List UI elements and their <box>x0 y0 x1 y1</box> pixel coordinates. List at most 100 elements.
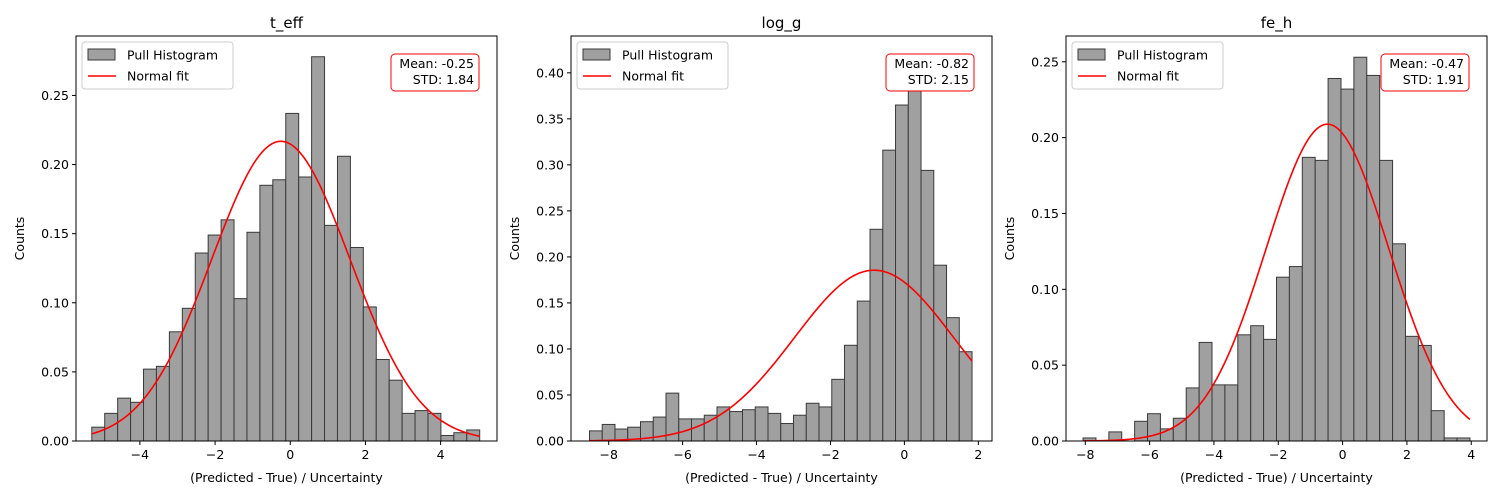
histogram-bar <box>1250 325 1265 441</box>
stats-std: STD: 2.15 <box>908 72 969 87</box>
histogram-bar <box>1224 384 1239 441</box>
plot-area <box>588 72 973 441</box>
plot-area <box>91 56 481 441</box>
histogram-bar <box>246 231 261 441</box>
x-tick-label: 0 <box>1339 447 1347 462</box>
histogram-bar <box>1417 344 1432 441</box>
histogram-bar <box>440 434 455 441</box>
histogram-bar <box>285 112 300 441</box>
y-tick-label: 0.15 <box>536 295 564 310</box>
histogram-bar <box>207 234 222 441</box>
x-tick-label: −8 <box>599 447 617 462</box>
stats-box-frame <box>390 53 480 92</box>
normal-fit-line <box>589 269 973 441</box>
legend-box <box>1071 41 1224 90</box>
chart-panel-fe-h: −8 −6 −4 −2 0 2 4 0.00 0.05 0.10 0.15 0.20 0.25 fe_h (… <box>1002 14 1488 485</box>
chart-title: log_g <box>762 14 802 33</box>
histogram-bar <box>856 300 871 441</box>
histogram-bar <box>958 351 973 441</box>
histogram-bar <box>1172 417 1187 441</box>
histogram-bar <box>869 228 884 441</box>
y-tick-label: 0.25 <box>41 88 69 103</box>
chart-title: t_eff <box>270 14 304 33</box>
histogram-bar <box>844 344 858 441</box>
y-tick-label: 0.30 <box>536 157 564 172</box>
x-tick-label: 0 <box>900 447 908 462</box>
y-tick-label: 0.25 <box>536 203 564 218</box>
histogram-bar <box>1237 334 1252 441</box>
chart-panel-log-g: −8 −6 −4 −2 0 2 0.00 0.05 0.10 0.15 0.20 0.25 0.30 0.… <box>507 14 993 485</box>
histogram-bar <box>427 412 442 441</box>
legend-label-histogram: Pull Histogram <box>127 48 218 63</box>
histogram-bar <box>453 432 468 441</box>
x-tick-label: −6 <box>673 447 691 462</box>
histogram-bar <box>1327 77 1342 441</box>
legend-label-normal-fit: Normal fit <box>1117 69 1179 84</box>
histogram-bar <box>1288 266 1303 441</box>
histogram-bar <box>117 397 132 441</box>
histogram-bar <box>601 423 616 441</box>
histogram-bar <box>104 412 119 441</box>
x-tick-label: −4 <box>131 447 149 462</box>
legend: Pull Histogram Normal fit <box>576 41 729 90</box>
y-tick-label: 0.35 <box>536 111 564 126</box>
x-axis-label: (Predicted - True) / Uncertainty <box>190 470 383 485</box>
stats-std: STD: 1.84 <box>413 72 474 87</box>
histogram-bar <box>298 176 313 441</box>
y-tick-label: 0.00 <box>536 434 564 449</box>
x-tick-label: −2 <box>206 447 224 462</box>
histogram-bar <box>767 412 782 441</box>
stats-mean: Mean: -0.82 <box>894 56 969 71</box>
histogram-bar <box>1379 159 1394 441</box>
histogram-bar <box>588 430 603 441</box>
histogram-bar <box>1301 156 1316 441</box>
chart-panel-t-eff: −4 −2 0 2 4 0.00 0.05 0.10 0.15 0.20 0.25 t_eff (Pre… <box>12 14 498 485</box>
legend: Pull Histogram Normal fit <box>81 41 234 90</box>
histogram-bar <box>1430 410 1445 441</box>
axes-frame <box>570 35 993 442</box>
stats-mean: Mean: -0.47 <box>1389 56 1464 71</box>
x-tick-label: −2 <box>1269 447 1287 462</box>
x-tick-label: 4 <box>1467 447 1475 462</box>
stats-box-frame <box>1380 53 1470 92</box>
histogram-bar <box>703 414 718 441</box>
x-axis-label: (Predicted - True) / Uncertainty <box>1180 470 1373 485</box>
y-tick-label: 0.20 <box>1031 130 1059 145</box>
histogram-bar <box>793 414 807 441</box>
x-tick-label: 0 <box>286 447 294 462</box>
legend-label-normal-fit: Normal fit <box>127 69 189 84</box>
histogram-bar <box>375 358 390 441</box>
histogram-bar <box>220 219 235 441</box>
histogram-bar <box>907 72 922 441</box>
histogram-bar <box>882 149 897 441</box>
plot-area <box>1082 56 1471 441</box>
normal-fit-line <box>1083 123 1471 441</box>
histogram-bar <box>1276 276 1290 441</box>
normal-fit-line <box>91 140 480 437</box>
histogram-bar <box>324 224 338 441</box>
y-tick-label: 0.10 <box>1031 282 1059 297</box>
stats-mean: Mean: -0.25 <box>399 56 474 71</box>
y-tick-label: 0.20 <box>536 249 564 264</box>
y-tick-label: 0.10 <box>41 295 69 310</box>
y-tick-label: 0.05 <box>536 387 564 402</box>
y-tick-label: 0.15 <box>1031 206 1059 221</box>
histogram-bar <box>1185 387 1200 441</box>
legend-swatch-histogram <box>87 48 116 61</box>
histogram-bar <box>1404 335 1419 441</box>
y-tick-label: 0.15 <box>41 226 69 241</box>
legend-label-histogram: Pull Histogram <box>622 48 713 63</box>
y-tick-label: 0.25 <box>1031 54 1059 69</box>
histogram-bar <box>311 56 326 441</box>
histogram-bar <box>388 379 403 441</box>
histogram-bar <box>414 410 429 441</box>
x-tick-label: −4 <box>1205 447 1223 462</box>
y-tick-label: 0.00 <box>41 434 69 449</box>
stats-std: STD: 1.91 <box>1403 72 1464 87</box>
histogram-bar <box>1263 338 1277 441</box>
histogram-bar <box>194 252 209 441</box>
legend: Pull Histogram Normal fit <box>1071 41 1224 90</box>
y-axis-label: Counts <box>507 217 522 261</box>
